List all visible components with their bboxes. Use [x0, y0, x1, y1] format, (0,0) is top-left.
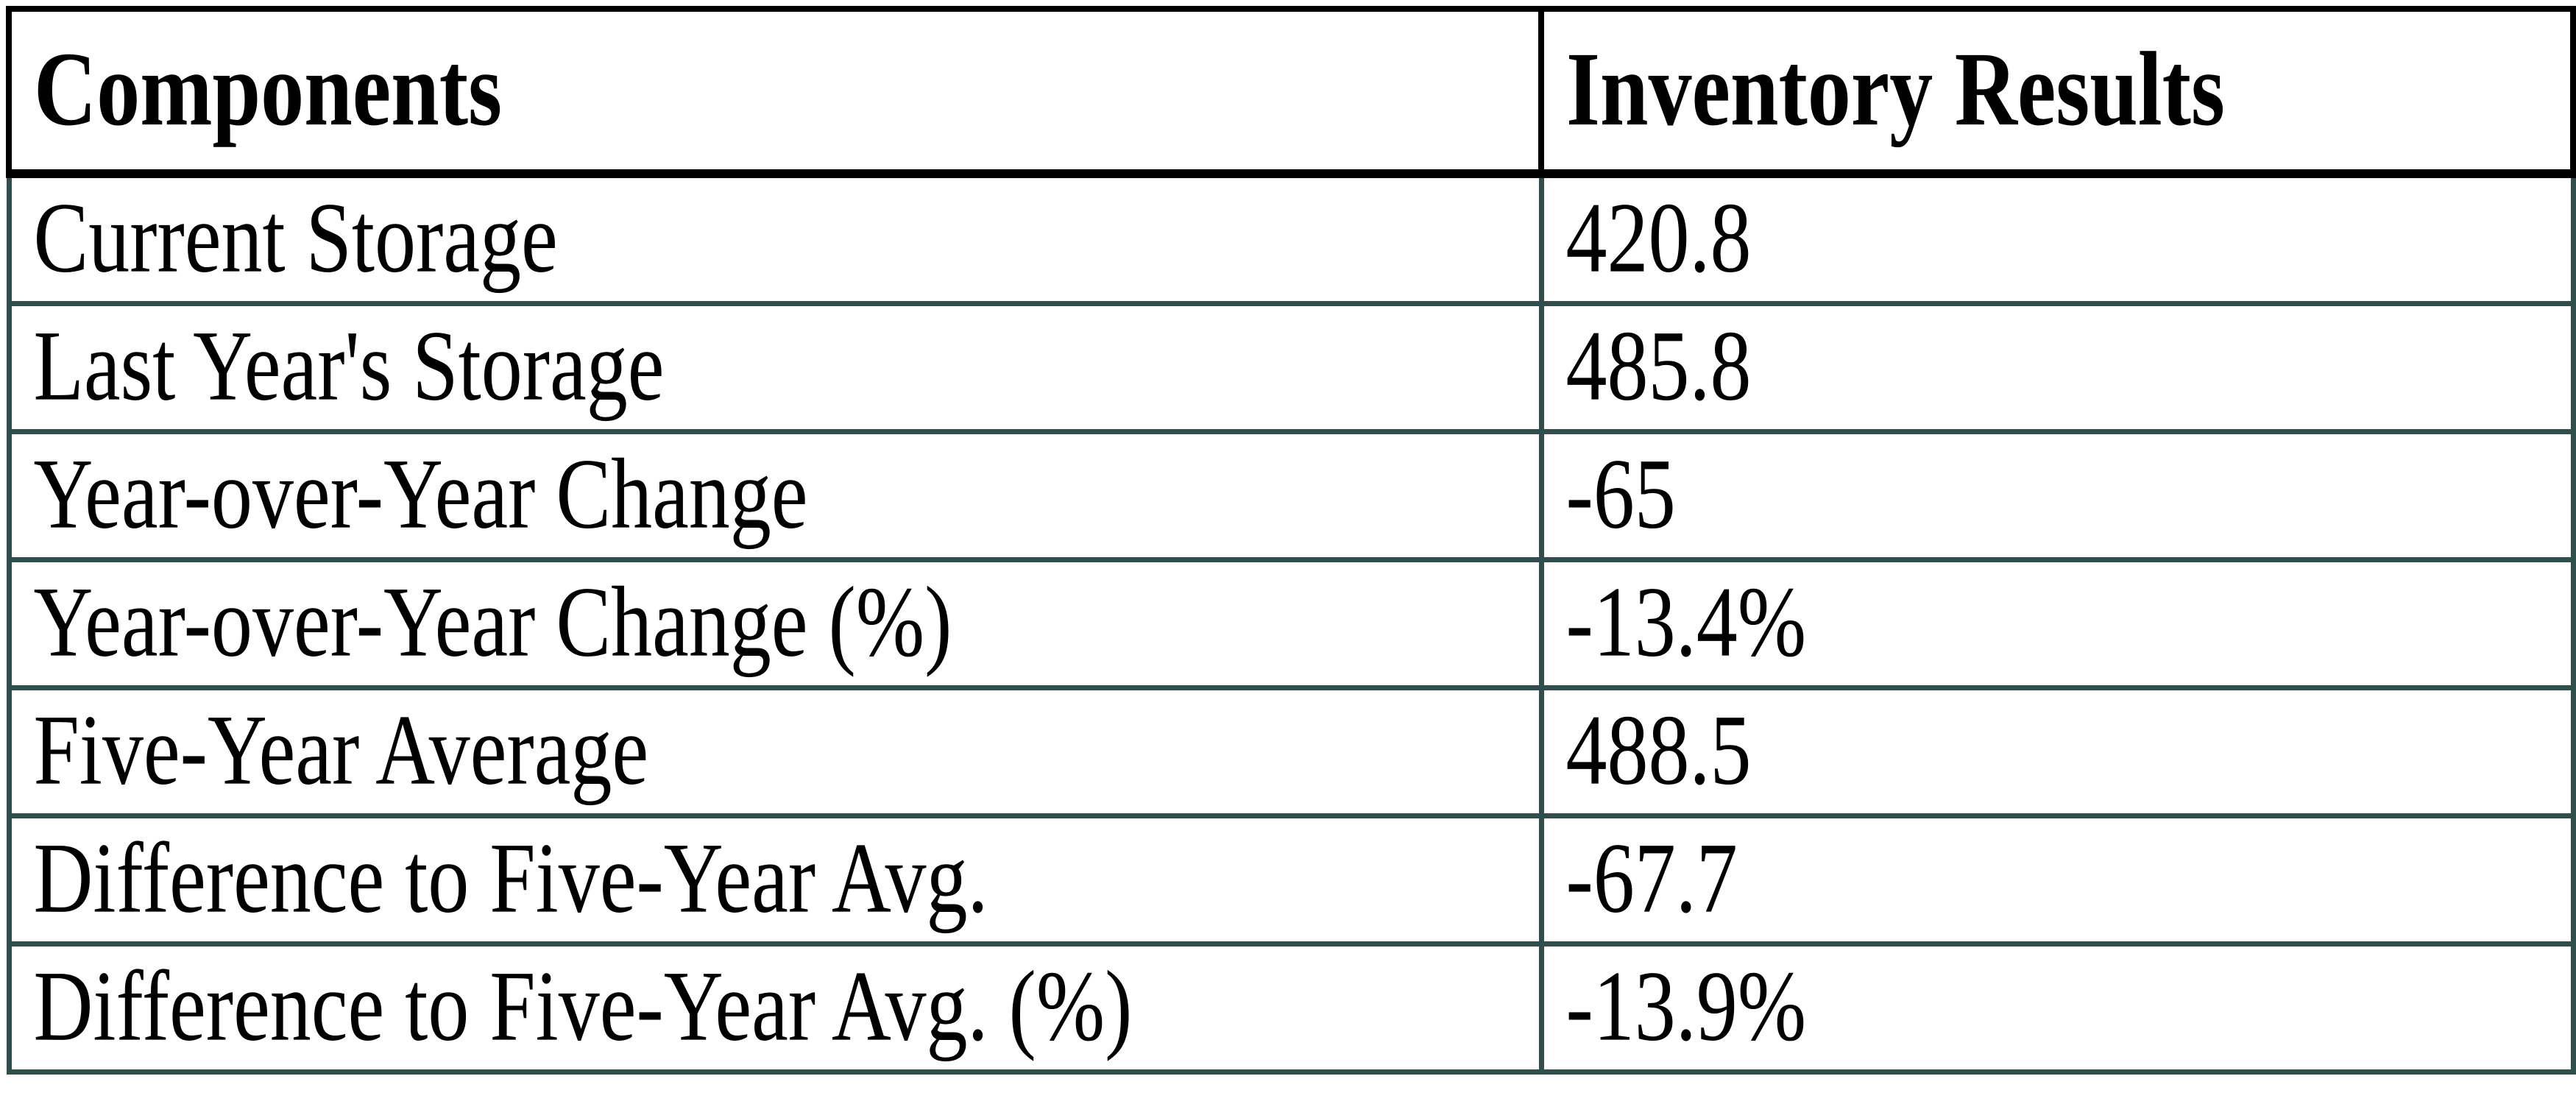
component-label: Year-over-Year Change (%) — [33, 566, 952, 679]
table-header: Components Inventory Results — [6, 6, 2576, 178]
result-cell: 488.5 — [1538, 685, 2576, 818]
result-value: -13.4% — [1565, 566, 1807, 679]
table-row: Year-over-Year Change -65 — [6, 429, 2576, 562]
table-row: Year-over-Year Change (%) -13.4% — [6, 557, 2576, 690]
component-cell: Year-over-Year Change (%) — [6, 557, 1544, 690]
component-label: Current Storage — [33, 182, 558, 294]
column-header-inventory-results-label: Inventory Results — [1566, 29, 2225, 148]
component-cell: Difference to Five-Year Avg. (%) — [6, 941, 1544, 1075]
table-body: Current Storage 420.8 Last Year's Storag… — [6, 171, 2576, 1075]
component-cell: Current Storage — [6, 171, 1544, 306]
result-cell: -65 — [1538, 429, 2576, 562]
component-label: Difference to Five-Year Avg. (%) — [33, 950, 1133, 1063]
component-label: Year-over-Year Change — [33, 438, 808, 551]
column-header-components-label: Components — [34, 29, 502, 148]
result-cell: -13.9% — [1538, 941, 2576, 1075]
result-cell: 420.8 — [1538, 171, 2576, 306]
inventory-table: Components Inventory Results Current Sto… — [6, 6, 2576, 1075]
table-row: Current Storage 420.8 — [6, 171, 2576, 306]
component-label: Last Year's Storage — [33, 310, 665, 422]
result-cell: -67.7 — [1538, 813, 2576, 946]
table-row: Five-Year Average 488.5 — [6, 685, 2576, 818]
component-label: Difference to Five-Year Avg. — [33, 822, 988, 935]
column-header-components: Components — [6, 6, 1544, 178]
result-value: -13.9% — [1565, 950, 1807, 1063]
component-label: Five-Year Average — [33, 694, 649, 807]
table-row: Difference to Five-Year Avg. (%) -13.9% — [6, 941, 2576, 1075]
result-value: -67.7 — [1565, 822, 1738, 935]
header-row: Components Inventory Results — [6, 6, 2576, 178]
column-header-inventory-results: Inventory Results — [1538, 6, 2576, 178]
component-cell: Five-Year Average — [6, 685, 1544, 818]
result-cell: -13.4% — [1538, 557, 2576, 690]
result-value: -65 — [1565, 438, 1676, 551]
result-value: 420.8 — [1565, 182, 1752, 294]
result-cell: 485.8 — [1538, 301, 2576, 434]
table-row: Last Year's Storage 485.8 — [6, 301, 2576, 434]
component-cell: Year-over-Year Change — [6, 429, 1544, 562]
result-value: 488.5 — [1565, 694, 1752, 807]
component-cell: Last Year's Storage — [6, 301, 1544, 434]
component-cell: Difference to Five-Year Avg. — [6, 813, 1544, 946]
result-value: 485.8 — [1565, 310, 1752, 422]
table-row: Difference to Five-Year Avg. -67.7 — [6, 813, 2576, 946]
